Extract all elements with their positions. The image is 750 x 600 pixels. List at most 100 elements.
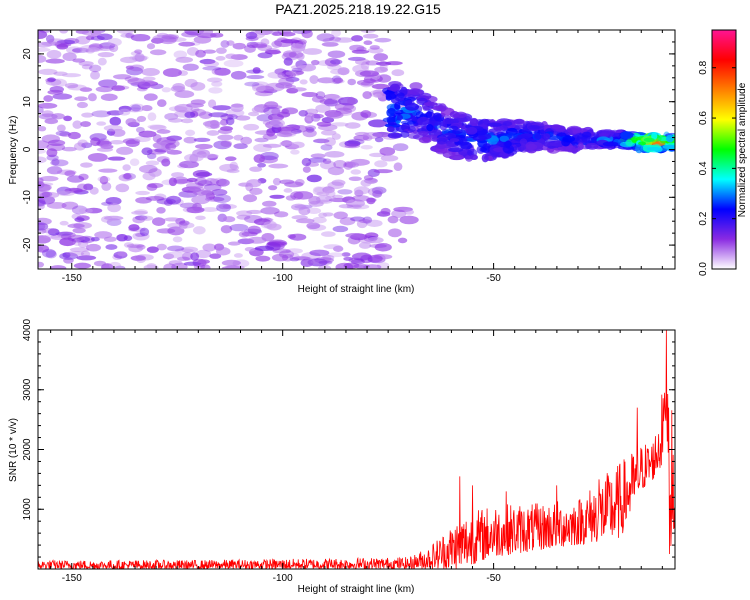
figure-title: PAZ1.2025.218.19.22.G15 bbox=[275, 1, 441, 17]
spectrogram-cell bbox=[255, 85, 275, 94]
spectrogram-cell bbox=[67, 223, 85, 229]
spectrogram-cell bbox=[643, 137, 655, 142]
spectrogram-y-ticks: -20 -10 0 10 20 bbox=[22, 41, 675, 258]
spectrogram-cell bbox=[218, 204, 231, 210]
spectrogram-cell bbox=[45, 58, 65, 64]
spectrogram-cell bbox=[161, 158, 171, 167]
spectrogram-cell bbox=[382, 117, 398, 123]
spectrogram-cell bbox=[214, 67, 231, 76]
spectrogram-cell bbox=[376, 262, 390, 269]
spectrogram-cell bbox=[74, 217, 85, 223]
spectrogram-cell bbox=[123, 172, 132, 180]
spectrogram-cell bbox=[90, 70, 100, 80]
spectrogram-cell bbox=[260, 206, 280, 215]
spectrogram-cell bbox=[209, 253, 222, 259]
spectrogram-cell bbox=[125, 139, 140, 147]
spectrogram-cell bbox=[165, 142, 177, 151]
spectrogram-cell bbox=[363, 264, 382, 269]
spectrogram-cell bbox=[346, 204, 362, 209]
spectrogram-cell bbox=[76, 255, 97, 261]
spectrogram-cell bbox=[329, 36, 342, 42]
spectrogram-cell bbox=[45, 34, 55, 43]
spectrogram-cell bbox=[252, 83, 266, 93]
spectrogram-cell bbox=[651, 132, 658, 140]
spectrogram-cell bbox=[203, 183, 222, 191]
spectrogram-cell bbox=[65, 251, 85, 257]
spectrogram-cell bbox=[235, 115, 251, 121]
spectrogram-cell bbox=[210, 32, 224, 38]
spectrogram-cell bbox=[339, 217, 356, 226]
spectrogram-x-ticks: -150 -100 -50 bbox=[50, 30, 663, 284]
spectrogram-cell bbox=[299, 79, 308, 85]
spectrogram-cell bbox=[359, 70, 379, 77]
spectrogram-cell bbox=[132, 216, 145, 224]
spectrogram-cell bbox=[269, 119, 285, 128]
spectrogram-cell bbox=[226, 40, 235, 46]
spectrogram-cell bbox=[306, 207, 322, 214]
spectrogram-cell bbox=[168, 177, 178, 187]
spectrogram-cell bbox=[404, 209, 415, 215]
spectrogram-cell bbox=[470, 154, 478, 161]
spectrogram-cell bbox=[67, 84, 87, 91]
spectrogram-cell bbox=[263, 104, 283, 110]
spectrogram-cell bbox=[236, 214, 251, 220]
x-tick-label: -50 bbox=[486, 573, 501, 584]
spectrogram-cell bbox=[100, 93, 118, 101]
spectrogram-cell bbox=[282, 50, 297, 58]
spectrogram-cell bbox=[408, 89, 424, 95]
colorbar-tick-label: 0.8 bbox=[698, 60, 709, 74]
spectrogram-cell bbox=[320, 144, 333, 151]
spectrogram-cell bbox=[503, 141, 512, 147]
spectrogram-cell bbox=[351, 195, 370, 202]
spectrogram-cell bbox=[577, 142, 584, 151]
spectrogram-cell bbox=[131, 119, 141, 125]
spectrogram-cell bbox=[362, 91, 372, 99]
spectrogram-cell bbox=[168, 118, 183, 123]
spectrogram-cell bbox=[337, 189, 353, 195]
spectrogram-cell bbox=[368, 119, 388, 128]
spectrogram-cell bbox=[285, 248, 303, 254]
spectrogram-cell bbox=[103, 236, 117, 242]
spectrogram-cell bbox=[156, 156, 170, 163]
spectrogram-cell bbox=[47, 89, 64, 95]
spectrogram-cell bbox=[146, 246, 159, 253]
spectrogram-cell bbox=[386, 108, 395, 118]
spectrogram-cell bbox=[185, 129, 196, 136]
spectrogram-cell bbox=[534, 133, 542, 140]
spectrogram-cell bbox=[301, 92, 318, 98]
snr-line bbox=[38, 330, 675, 569]
y-tick-label: 10 bbox=[22, 96, 33, 108]
spectrogram-cell bbox=[407, 133, 420, 139]
spectrogram-cell bbox=[347, 78, 357, 86]
spectrogram-cell bbox=[59, 252, 78, 260]
spectrogram-cell bbox=[38, 184, 51, 193]
spectrogram-cell bbox=[371, 83, 390, 90]
spectrogram-cell bbox=[326, 111, 344, 119]
spectrogram-cell bbox=[307, 258, 328, 267]
spectrogram-cell bbox=[290, 43, 306, 53]
spectrogram-cell bbox=[208, 112, 229, 118]
spectrogram-cell bbox=[120, 33, 134, 38]
spectrogram-ylabel: Frequency (Hz) bbox=[8, 116, 19, 185]
spectrogram-cell bbox=[125, 118, 137, 126]
spectrogram-cell bbox=[271, 108, 281, 115]
spectrogram-cell bbox=[439, 121, 448, 131]
spectrogram-cell bbox=[249, 187, 263, 195]
spectrogram-cell bbox=[211, 189, 228, 196]
spectrogram-cell bbox=[236, 210, 253, 217]
spectrogram-cell bbox=[345, 233, 365, 238]
spectrogram-cell bbox=[41, 248, 56, 258]
spectrogram-cell bbox=[211, 67, 226, 76]
spectrogram-cell bbox=[123, 242, 134, 248]
spectrogram-cell bbox=[61, 146, 77, 152]
spectrogram-cell bbox=[309, 75, 319, 84]
spectrogram-cell bbox=[306, 222, 321, 230]
spectrogram-cell bbox=[56, 43, 69, 50]
spectrogram-cell bbox=[184, 111, 196, 119]
spectrogram-cell bbox=[193, 262, 206, 269]
spectrogram-cell bbox=[95, 86, 114, 93]
spectrogram-cell bbox=[374, 66, 389, 73]
spectrogram-cell bbox=[38, 246, 44, 252]
spectrogram-cell bbox=[96, 33, 113, 41]
